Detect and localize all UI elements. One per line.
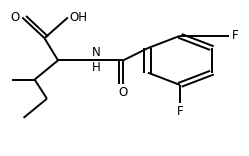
- Text: F: F: [232, 29, 238, 42]
- Text: OH: OH: [69, 11, 87, 24]
- Text: O: O: [119, 86, 128, 99]
- Text: F: F: [177, 105, 183, 118]
- Text: O: O: [11, 11, 20, 24]
- Text: N: N: [92, 46, 101, 59]
- Text: H: H: [92, 61, 101, 74]
